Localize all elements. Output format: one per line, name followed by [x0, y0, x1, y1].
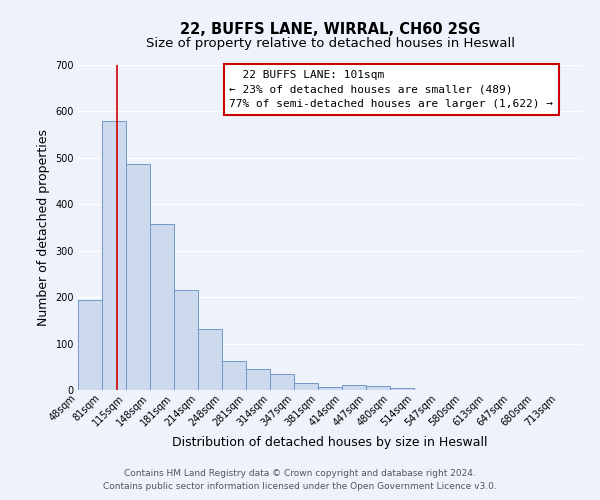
Bar [150, 224, 174, 390]
Bar [198, 328, 222, 390]
Bar [174, 290, 198, 390]
Text: Contains HM Land Registry data © Crown copyright and database right 2024.: Contains HM Land Registry data © Crown c… [124, 468, 476, 477]
Bar [318, 387, 342, 390]
Bar [294, 383, 318, 390]
Bar [342, 386, 366, 390]
Text: Contains public sector information licensed under the Open Government Licence v3: Contains public sector information licen… [103, 482, 497, 491]
Text: 22, BUFFS LANE, WIRRAL, CH60 2SG: 22, BUFFS LANE, WIRRAL, CH60 2SG [180, 22, 480, 38]
Text: Size of property relative to detached houses in Heswall: Size of property relative to detached ho… [146, 38, 515, 51]
Bar [78, 300, 102, 390]
Bar [270, 374, 294, 390]
Bar [102, 120, 126, 390]
Bar [366, 386, 390, 390]
Y-axis label: Number of detached properties: Number of detached properties [37, 129, 50, 326]
Bar [126, 164, 150, 390]
Bar [246, 368, 270, 390]
Bar [222, 361, 246, 390]
X-axis label: Distribution of detached houses by size in Heswall: Distribution of detached houses by size … [172, 436, 488, 449]
Bar [390, 388, 414, 390]
Text: 22 BUFFS LANE: 101sqm  
← 23% of detached houses are smaller (489)
77% of semi-d: 22 BUFFS LANE: 101sqm ← 23% of detached … [229, 70, 553, 110]
